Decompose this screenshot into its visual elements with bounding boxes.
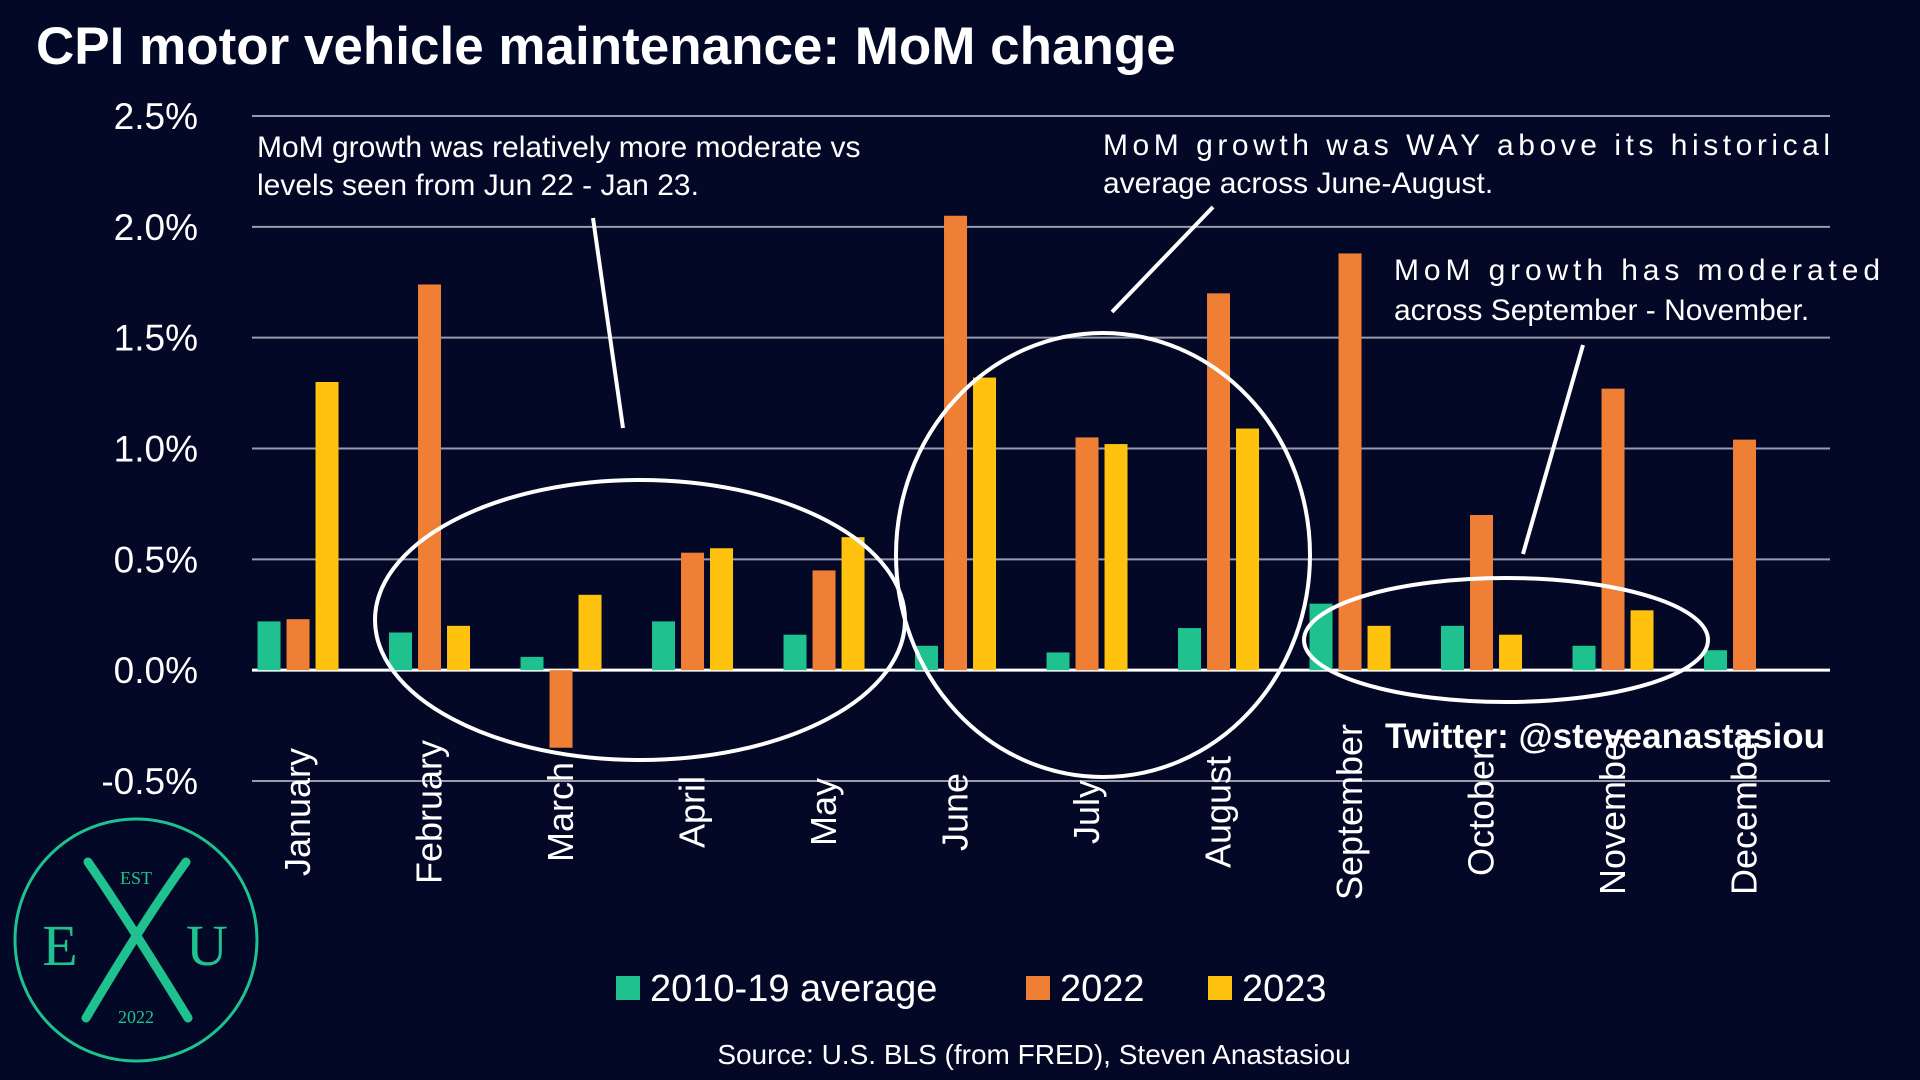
bar-march-2010-19-average bbox=[520, 656, 544, 671]
legend-swatch bbox=[1208, 976, 1232, 1000]
svg-text:2022: 2022 bbox=[118, 1007, 154, 1027]
bar-july-2023 bbox=[1104, 444, 1128, 671]
legend-swatch bbox=[1026, 976, 1050, 1000]
bar-october-2022 bbox=[1470, 515, 1494, 671]
x-tick-label: January bbox=[277, 748, 318, 876]
bar-october-2010-19-average bbox=[1441, 625, 1465, 671]
bar-august-2010-19-average bbox=[1178, 628, 1202, 671]
y-tick-label: 0.0% bbox=[114, 650, 198, 691]
bar-august-2023 bbox=[1236, 428, 1260, 671]
bar-november-2023 bbox=[1630, 610, 1654, 671]
bar-september-2022 bbox=[1338, 253, 1362, 671]
bar-january-2022 bbox=[286, 619, 310, 671]
bar-january-2010-19-average bbox=[257, 621, 281, 671]
annotation-text-2: MoM growth was WAY above its historical … bbox=[1103, 129, 1843, 200]
bar-october-2023 bbox=[1499, 634, 1523, 671]
bar-february-2010-19-average bbox=[389, 632, 413, 671]
annotation-text-1: MoM growth was relatively more moderate … bbox=[257, 131, 869, 202]
bar-december-2022 bbox=[1733, 439, 1757, 671]
x-tick-label: June bbox=[935, 773, 976, 851]
annotation-ellipse-summer bbox=[894, 331, 1312, 779]
annotation-pointer-2 bbox=[1110, 205, 1215, 314]
x-tick-label: April bbox=[672, 776, 713, 848]
bar-december-2010-19-average bbox=[1704, 650, 1728, 671]
x-tick-label: March bbox=[540, 762, 581, 862]
x-tick-label: May bbox=[803, 778, 844, 846]
gridlines bbox=[252, 115, 1830, 782]
bar-march-2022 bbox=[549, 670, 573, 748]
bar-may-2023 bbox=[841, 537, 865, 671]
y-tick-label: 1.0% bbox=[114, 429, 198, 470]
bar-april-2022 bbox=[681, 552, 705, 671]
bar-september-2023 bbox=[1367, 625, 1391, 671]
source-text: Source: U.S. BLS (from FRED), Steven Ana… bbox=[717, 1039, 1350, 1070]
y-tick-label: 2.0% bbox=[114, 207, 198, 248]
annotation-ellipse-autumn bbox=[1302, 576, 1710, 704]
bar-march-2023 bbox=[578, 594, 602, 671]
x-tick-label: July bbox=[1066, 780, 1107, 844]
svg-text:E: E bbox=[42, 913, 77, 978]
x-tick-label: February bbox=[409, 740, 450, 884]
y-axis: 2.5% 2.0% 1.5% 1.0% 0.5% 0.0% -0.5% bbox=[101, 96, 198, 802]
x-tick-label: October bbox=[1461, 748, 1502, 876]
y-tick-label: 1.5% bbox=[114, 318, 198, 359]
bar-april-2023 bbox=[710, 548, 734, 671]
legend-label: 2010-19 average bbox=[650, 968, 937, 1010]
svg-text:U: U bbox=[186, 913, 228, 978]
bar-november-2022 bbox=[1601, 388, 1625, 671]
svg-text:EST: EST bbox=[120, 868, 152, 888]
legend: 2010-19 average 2022 2023 bbox=[616, 968, 1327, 1010]
bar-may-2010-19-average bbox=[783, 634, 807, 671]
bar-june-2022 bbox=[944, 215, 968, 671]
twitter-handle: Twitter: @steveanastasiou bbox=[1385, 717, 1825, 756]
x-tick-label: December bbox=[1724, 729, 1765, 895]
bar-august-2022 bbox=[1207, 293, 1231, 671]
x-axis: January February March April May June July Augu… bbox=[277, 724, 1765, 900]
y-tick-label: 2.5% bbox=[114, 96, 198, 137]
bar-february-2023 bbox=[447, 625, 471, 671]
exu-logo: EST E U 2022 bbox=[13, 817, 259, 1063]
y-tick-label: -0.5% bbox=[101, 761, 198, 802]
bar-november-2010-19-average bbox=[1572, 645, 1596, 671]
legend-swatch bbox=[616, 976, 640, 1000]
legend-label: 2023 bbox=[1242, 968, 1327, 1010]
bar-july-2010-19-average bbox=[1046, 652, 1070, 671]
annotation-pointer-1 bbox=[591, 217, 625, 429]
chart-title: CPI motor vehicle maintenance: MoM chang… bbox=[36, 17, 1176, 76]
x-tick-label: November bbox=[1592, 729, 1633, 895]
x-tick-label: September bbox=[1329, 724, 1370, 900]
bar-july-2022 bbox=[1075, 437, 1099, 671]
bar-june-2023 bbox=[973, 377, 997, 671]
annotation-text-3: MoM growth has moderated across Septembe… bbox=[1394, 254, 1893, 327]
bar-april-2010-19-average bbox=[652, 621, 676, 671]
y-tick-label: 0.5% bbox=[114, 539, 198, 580]
bar-may-2022 bbox=[812, 570, 836, 671]
bar-january-2023 bbox=[315, 382, 339, 671]
bar-february-2022 bbox=[418, 284, 442, 671]
x-tick-label: August bbox=[1198, 756, 1239, 868]
annotation-pointer-3 bbox=[1521, 344, 1585, 555]
legend-label: 2022 bbox=[1060, 968, 1145, 1010]
bars bbox=[257, 215, 1757, 748]
